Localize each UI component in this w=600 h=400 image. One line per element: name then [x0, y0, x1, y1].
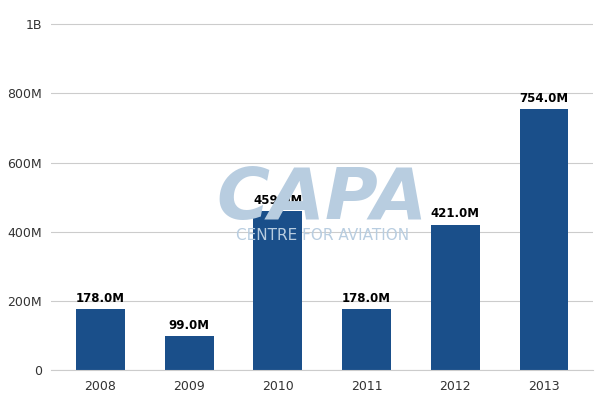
- Text: 754.0M: 754.0M: [520, 92, 569, 105]
- Text: 178.0M: 178.0M: [342, 292, 391, 304]
- Text: 178.0M: 178.0M: [76, 292, 125, 304]
- Bar: [520, 109, 568, 370]
- Bar: [431, 225, 480, 370]
- Text: 421.0M: 421.0M: [431, 208, 480, 220]
- Bar: [76, 309, 125, 370]
- Bar: [342, 309, 391, 370]
- Text: CAPA: CAPA: [217, 165, 428, 234]
- Text: 99.0M: 99.0M: [169, 319, 209, 332]
- Text: 459.0M: 459.0M: [253, 194, 302, 207]
- Bar: [165, 336, 214, 370]
- Bar: [253, 212, 302, 370]
- Text: CENTRE FOR AVIATION: CENTRE FOR AVIATION: [236, 228, 409, 243]
